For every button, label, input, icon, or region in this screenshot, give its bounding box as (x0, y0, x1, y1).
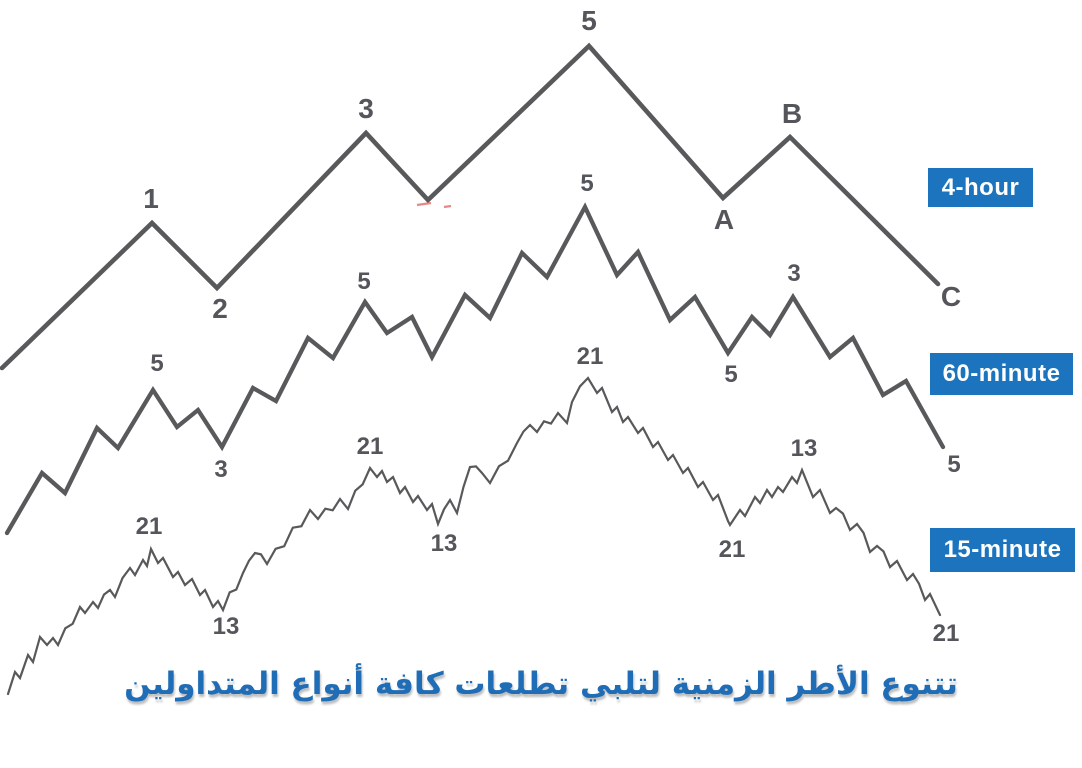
wave-count-label-15-minute: 13 (431, 530, 458, 557)
red-artifact-mark (443, 204, 452, 209)
wave-count-label-60-minute: 5 (357, 268, 370, 295)
wave-count-label-60-minute: 5 (724, 361, 737, 388)
wave-line-60-minute (4, 202, 946, 536)
timeframe-badge-4-hour: 4-hour (928, 168, 1033, 207)
caption-arabic-text: تتنوع الأطر الزمنية لتلبي تطلعات كافة أن… (124, 666, 958, 702)
wave-count-label-4-hour: 5 (581, 5, 597, 36)
wave-count-label-15-minute: 21 (136, 513, 163, 540)
wave-count-label-15-minute: 21 (577, 343, 604, 370)
wave-count-label-15-minute: 21 (933, 620, 960, 647)
wave-count-label-4-hour: 1 (143, 183, 159, 214)
wave-line-15-minute (6, 376, 942, 696)
wave-count-label-60-minute: 3 (214, 456, 227, 483)
wave-count-label-4-hour: 2 (212, 293, 228, 324)
wave-line-4-hour (0, 42, 941, 371)
wave-count-label-4-hour: B (782, 98, 802, 129)
wave-count-label-60-minute: 3 (787, 260, 800, 287)
wave-count-label-60-minute: 5 (580, 170, 593, 197)
wave-count-label-15-minute: 21 (719, 536, 746, 563)
timeframe-badge-60-minute: 60-minute (930, 353, 1073, 395)
red-artifact-mark (416, 201, 432, 207)
timeframe-badge-15-minute: 15-minute (930, 528, 1075, 572)
wave-count-label-60-minute: 5 (150, 350, 163, 377)
wave-count-label-60-minute: 5 (947, 451, 960, 478)
wave-count-label-4-hour: A (714, 204, 734, 235)
wave-count-label-15-minute: 21 (357, 433, 384, 460)
wave-count-label-15-minute: 13 (213, 613, 240, 640)
wave-count-label-4-hour: 3 (358, 93, 374, 124)
wave-count-label-15-minute: 13 (791, 435, 818, 462)
wave-count-label-4-hour: C (941, 281, 961, 312)
